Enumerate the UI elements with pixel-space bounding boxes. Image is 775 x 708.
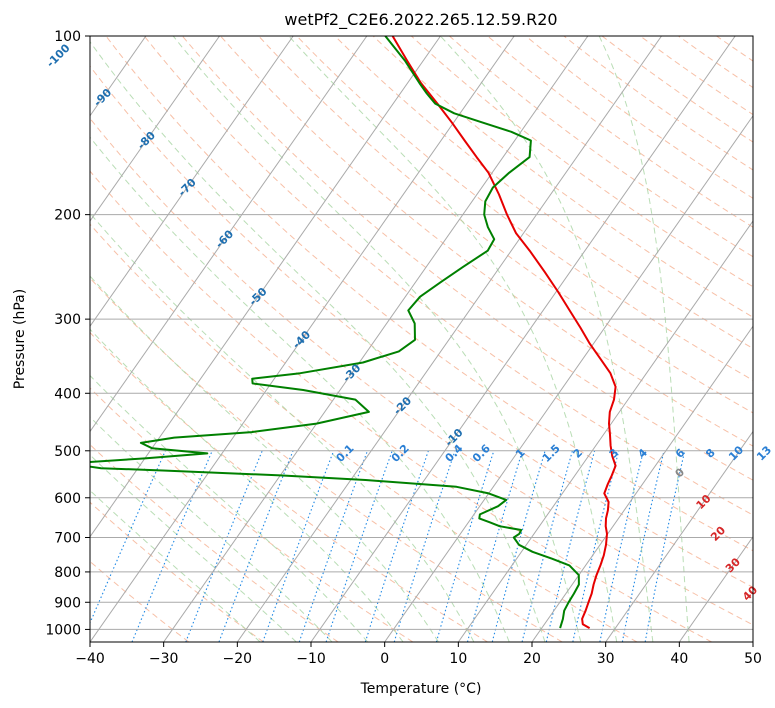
moist-adiabat-line [90,489,261,642]
mixing-ratio-line [521,450,573,642]
dry-adiabat-line [258,36,753,414]
dewpoint-profile-line [90,36,580,629]
isotherm-line [236,36,662,642]
mixing-ratio-line [90,450,166,625]
mixing-ratio-line [298,450,368,642]
x-tick-label: 50 [744,651,762,667]
x-axis-label: Temperature (°C) [360,681,482,697]
y-tick-label: 400 [54,386,81,402]
mixing-ratio-line [364,450,429,642]
axis-ticks: −40 −30 −20 −10 0 10 20 30 40 50 1000 900 800 700 600 5… [45,29,762,667]
x-tick-label: 0 [380,651,389,667]
isotherm-line [531,325,753,642]
mixing-ratio-line [435,450,495,642]
y-tick-label: 200 [54,208,81,224]
mixing-ratio-line [325,450,393,642]
mixing-ratio-line [185,450,263,642]
dry-adiabat-line [220,36,753,447]
moist-adiabat-line [90,275,439,642]
dry-adiabat-line [296,36,753,381]
dry-adiabat-line [90,277,563,642]
mixing-ratio-line [572,450,620,642]
isotherm-line [90,36,515,642]
y-tick-label: 800 [54,565,81,581]
isotherm-line [605,430,753,642]
dry-adiabat-line [90,117,753,626]
chart-title: wetPf2_C2E6.2022.265.12.59.R20 [284,10,557,30]
x-tick-label: 10 [449,651,467,667]
y-tick-label: 300 [54,312,81,328]
isotherm-line [163,36,589,642]
moist-adiabat-line [90,374,369,642]
moist-adiabat-line [440,36,654,642]
x-tick-label: 40 [670,651,688,667]
isotherm-line [678,535,753,642]
x-tick-label: 30 [597,651,615,667]
dry-adiabat-line [143,36,753,516]
x-tick-label: −40 [75,651,105,667]
isotherm-line [457,220,753,642]
x-tick-label: 20 [523,651,541,667]
y-tick-label: 500 [54,444,81,460]
mixing-ratio-line [466,450,523,642]
moist-adiabat-line [90,454,297,642]
temperature-profile-line [391,36,617,629]
moist-adiabat-line [598,36,690,642]
moist-adiabat-line [90,328,404,642]
isotherm-line [90,36,441,538]
mixing-ratio-line [599,450,645,642]
isotherm-line [90,36,368,433]
background-lines [90,36,753,642]
isotherm-line [310,36,736,642]
x-tick-label: −10 [296,651,326,667]
dry-adiabat-line [90,331,488,642]
y-axis-label: Pressure (hPa) [12,289,28,389]
dry-adiabat-line [90,501,264,642]
isotherm-line [384,114,753,642]
dry-adiabat-line [90,223,638,642]
y-tick-label: 600 [54,491,81,507]
isotherm-line [90,36,294,328]
plot-frame [89,35,754,643]
moist-adiabat-line [90,212,475,642]
y-tick-label: 1000 [45,622,81,638]
mixing-ratio-line [218,450,294,642]
isotherm-line [90,36,220,222]
moist-adiabat-line [288,36,618,642]
profiles [90,36,617,629]
dry-adiabat-line [90,65,753,588]
moist-adiabat-line [90,40,546,642]
y-tick-label: 900 [54,595,81,611]
x-tick-label: −30 [149,651,179,667]
x-tick-label: −20 [223,651,253,667]
dry-adiabat-line [410,36,753,288]
y-tick-label: 700 [54,531,81,547]
mixing-ratio-line [262,450,335,642]
y-tick-label: 100 [54,29,81,45]
dry-adiabat-line [105,36,753,552]
